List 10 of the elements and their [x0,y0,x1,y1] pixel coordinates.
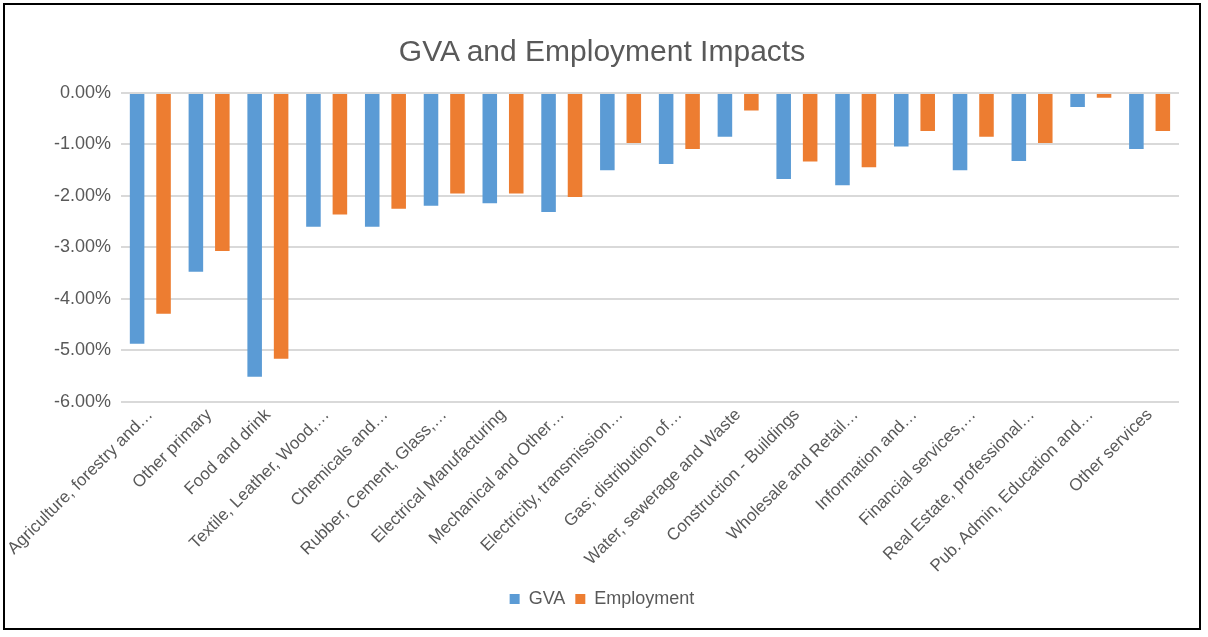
chart-title: GVA and Employment Impacts [398,34,806,68]
legend-label: GVA [528,587,566,608]
y-tick-label: 0.00% [59,81,111,102]
legend-label: Employment [594,587,695,608]
y-tick-label: -3.00% [53,236,111,257]
y-tick-label: -6.00% [53,390,111,411]
y-tick-label: -4.00% [53,287,111,308]
y-tick-label: -1.00% [53,133,111,154]
y-tick-label: -5.00% [53,339,111,360]
y-tick-label: -2.00% [53,184,111,205]
